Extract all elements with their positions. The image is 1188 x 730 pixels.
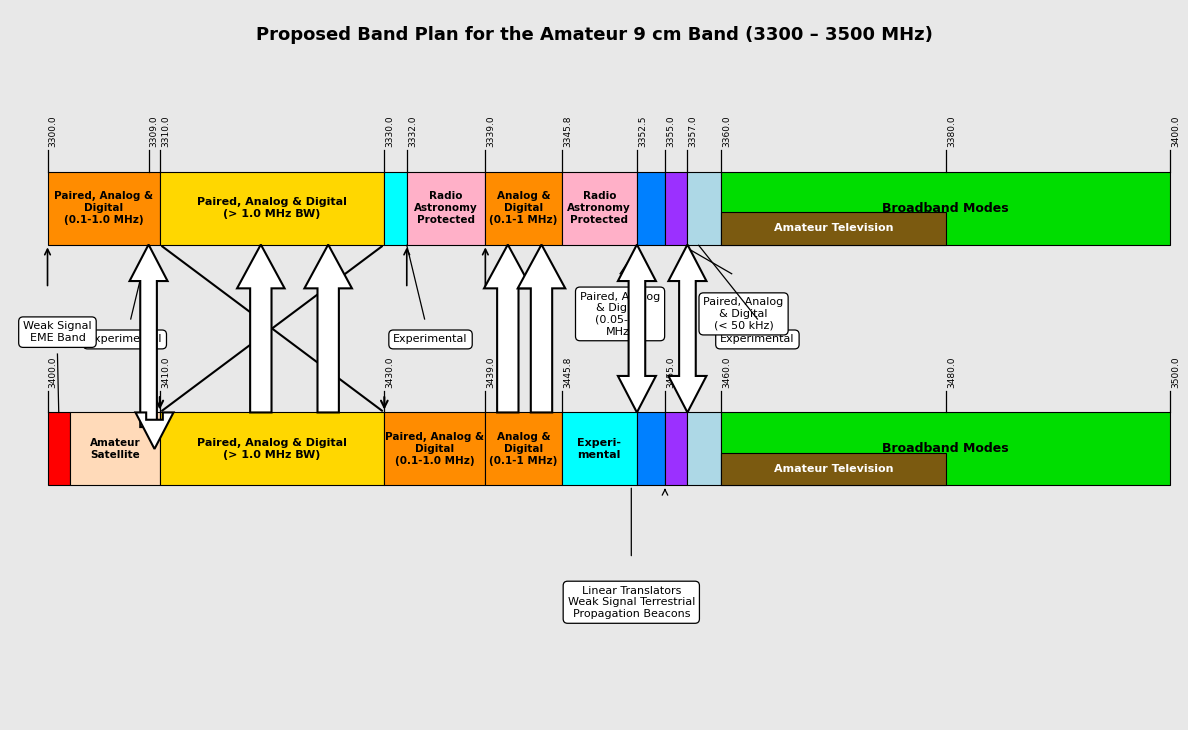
Text: 3310.0: 3310.0 [162, 115, 170, 147]
Bar [48, 172, 159, 245]
Text: 3360.0: 3360.0 [722, 115, 732, 147]
Bar [48, 412, 70, 485]
Text: Weak Signal
EME Band: Weak Signal EME Band [23, 321, 91, 343]
Text: Paired, Analog &
Digital
(0.1-1.0 MHz): Paired, Analog & Digital (0.1-1.0 MHz) [55, 191, 153, 225]
Text: Paired, Analog & Digital
(> 1.0 MHz BW): Paired, Analog & Digital (> 1.0 MHz BW) [197, 438, 347, 460]
Text: 3332.0: 3332.0 [407, 115, 417, 147]
Bar [721, 172, 1170, 245]
Polygon shape [484, 245, 531, 412]
Text: Experimental: Experimental [720, 334, 795, 345]
Text: 3455.0: 3455.0 [666, 356, 675, 388]
Polygon shape [135, 412, 173, 449]
Text: Analog &
Digital
(0.1-1 MHz): Analog & Digital (0.1-1 MHz) [489, 191, 557, 225]
Text: Paired, Analog
& Digital
(< 50 kHz): Paired, Analog & Digital (< 50 kHz) [703, 297, 784, 331]
Text: 3439.0: 3439.0 [487, 356, 495, 388]
Bar [688, 412, 721, 485]
Text: 3400.0: 3400.0 [1171, 115, 1181, 147]
Text: 3345.8: 3345.8 [563, 115, 571, 147]
Text: 3309.0: 3309.0 [150, 115, 159, 147]
Bar [486, 172, 562, 245]
Bar [562, 412, 637, 485]
Text: 3400.0: 3400.0 [49, 356, 58, 388]
Text: 3355.0: 3355.0 [666, 115, 675, 147]
Text: 3380.0: 3380.0 [947, 115, 956, 147]
Bar [665, 412, 688, 485]
Bar [406, 172, 486, 245]
Text: Broadband Modes: Broadband Modes [883, 442, 1009, 456]
Bar [721, 212, 946, 245]
Text: 3445.8: 3445.8 [563, 356, 571, 388]
Text: 3457.0: 3457.0 [689, 356, 697, 388]
Text: 3300.0: 3300.0 [49, 115, 58, 147]
Bar [637, 172, 665, 245]
Text: Amateur
Satellite: Amateur Satellite [89, 438, 140, 460]
Text: 3339.0: 3339.0 [487, 115, 495, 147]
Text: 3460.0: 3460.0 [722, 356, 732, 388]
Bar [688, 172, 721, 245]
Text: Amateur Television: Amateur Television [773, 223, 893, 234]
Text: Radio
Astronomy
Protected: Radio Astronomy Protected [415, 191, 478, 225]
Text: Broadband Modes: Broadband Modes [883, 201, 1009, 215]
Bar [665, 172, 688, 245]
Polygon shape [669, 245, 707, 412]
Text: 3410.0: 3410.0 [162, 356, 170, 388]
Bar [562, 172, 637, 245]
Text: 3430.0: 3430.0 [385, 356, 394, 388]
Text: Paired, Analog &
Digital
(0.1-1.0 MHz): Paired, Analog & Digital (0.1-1.0 MHz) [385, 432, 485, 466]
Text: 3357.0: 3357.0 [689, 115, 697, 147]
Text: Proposed Band Plan for the Amateur 9 cm Band (3300 – 3500 MHz): Proposed Band Plan for the Amateur 9 cm … [255, 26, 933, 44]
Text: Experimental: Experimental [88, 334, 162, 345]
Text: Amateur Television: Amateur Television [773, 464, 893, 475]
Polygon shape [304, 245, 352, 412]
Bar [384, 412, 486, 485]
Bar [384, 172, 406, 245]
Text: 3480.0: 3480.0 [947, 356, 956, 388]
Polygon shape [129, 245, 168, 427]
Bar [637, 412, 665, 485]
Text: Analog &
Digital
(0.1-1 MHz): Analog & Digital (0.1-1 MHz) [489, 432, 557, 466]
Bar [721, 453, 946, 485]
Text: Radio
Astronomy
Protected: Radio Astronomy Protected [568, 191, 631, 225]
Text: Experi-
mental: Experi- mental [577, 438, 621, 460]
Text: 3500.0: 3500.0 [1171, 356, 1181, 388]
Text: 3330.0: 3330.0 [385, 115, 394, 147]
Polygon shape [518, 245, 565, 412]
Text: Experimental: Experimental [393, 334, 468, 345]
Bar [159, 172, 384, 245]
Text: Linear Translators
Weak Signal Terrestrial
Propagation Beacons: Linear Translators Weak Signal Terrestri… [568, 585, 695, 619]
Polygon shape [238, 245, 285, 412]
Bar [721, 412, 1170, 485]
Bar [159, 412, 384, 485]
Text: 3352.5: 3352.5 [638, 115, 647, 147]
Polygon shape [618, 245, 656, 412]
Text: Paired, Analog
& Digital
(0.05-0.2
MHz): Paired, Analog & Digital (0.05-0.2 MHz) [580, 291, 661, 337]
Text: 3452.5: 3452.5 [638, 356, 647, 388]
Bar [486, 412, 562, 485]
Text: Paired, Analog & Digital
(> 1.0 MHz BW): Paired, Analog & Digital (> 1.0 MHz BW) [197, 197, 347, 219]
Bar [70, 412, 159, 485]
